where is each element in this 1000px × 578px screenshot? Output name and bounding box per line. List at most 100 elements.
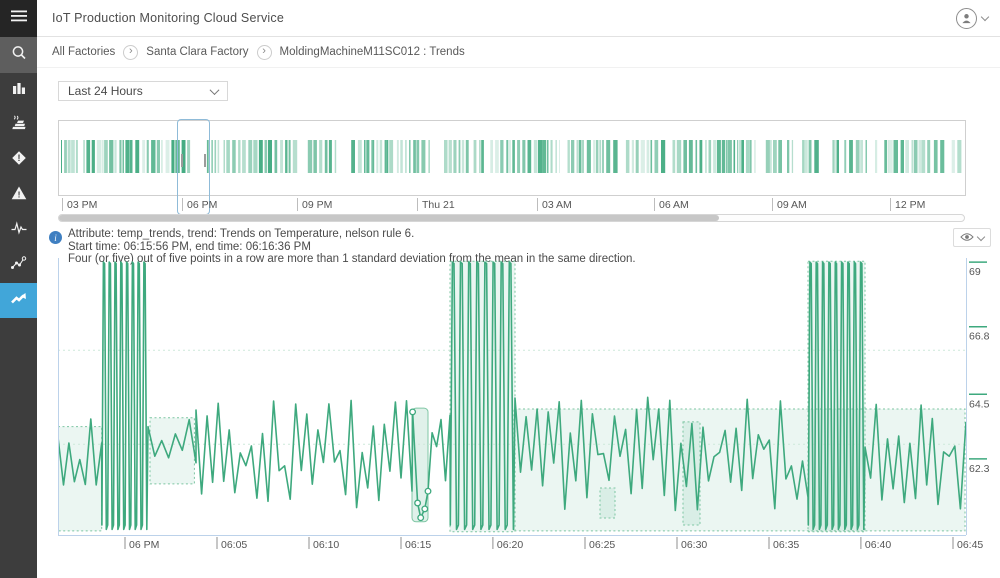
breadcrumb-santa-clara-factory[interactable]: Santa Clara Factory — [146, 46, 249, 58]
x-axis-label: 06:15 — [405, 539, 431, 551]
timeline-bar — [533, 140, 538, 173]
timeline-bar — [223, 140, 225, 173]
timeline-bar — [313, 140, 317, 173]
breadcrumb-all-factories[interactable]: All Factories — [52, 46, 116, 58]
timeline-bar — [957, 140, 962, 173]
y-axis-label: 66.8 — [969, 331, 990, 343]
menu-button[interactable] — [0, 0, 37, 37]
anomaly-info-line1: Attribute: temp_trends, trend: Trends on… — [68, 228, 415, 240]
timeline-bar — [695, 140, 698, 173]
timeline-bar — [773, 140, 777, 173]
sidebar-item-search[interactable] — [0, 37, 37, 73]
sidebar-item-quality[interactable]: ! — [0, 143, 37, 178]
x-axis-label: 06:30 — [681, 539, 707, 551]
timeline-bar — [559, 140, 560, 173]
x-axis-label: 06:05 — [221, 539, 247, 551]
timeline-bar — [579, 140, 582, 173]
timeline-bar — [884, 140, 888, 173]
timeline-bar — [849, 140, 853, 173]
timeline-bar — [122, 140, 124, 173]
timeline-bar — [517, 140, 521, 173]
sidebar-item-machines[interactable] — [0, 108, 37, 143]
timeline-bar — [550, 140, 553, 173]
timeline-bar — [64, 140, 67, 173]
timeline-bar — [379, 140, 383, 173]
timeline-bar — [581, 140, 584, 173]
timeline-bar — [791, 140, 794, 173]
timeline-bar — [593, 140, 595, 173]
svg-text:!: ! — [17, 190, 20, 200]
timeline-bar — [444, 140, 448, 173]
timeline-bar — [741, 140, 744, 173]
timeline-bar — [865, 140, 867, 173]
timeline-scrollbar[interactable] — [58, 214, 965, 222]
timeline-bar — [802, 140, 805, 173]
timeline-bar — [364, 140, 366, 173]
sidebar-item-analytics[interactable] — [0, 73, 37, 108]
timeline-bar — [727, 140, 732, 173]
y-axis-label: 62.3 — [969, 463, 990, 475]
timeline-bar — [214, 140, 217, 173]
overview-timeline — [58, 119, 966, 215]
timeline-bar — [384, 140, 387, 173]
chevron-down-icon — [976, 232, 986, 241]
selection-left-handle[interactable] — [181, 154, 183, 167]
selection-right-handle[interactable] — [204, 154, 206, 167]
info-icon: i — [49, 231, 62, 244]
x-axis-label: 06:40 — [865, 539, 891, 551]
breadcrumb-separator-icon — [256, 44, 272, 60]
timeline-bar — [749, 140, 752, 173]
timeline-bar — [91, 140, 95, 173]
timeline-bar — [921, 140, 926, 173]
timeline-bar — [708, 140, 712, 173]
timeline-bar — [280, 140, 283, 173]
sidebar-item-signals[interactable] — [0, 213, 37, 248]
timeline-axis: 03 PM 06 PM 09 PM Thu 21 03 AM 06 AM 09 AM 12 P… — [58, 198, 966, 214]
timeline-bar — [640, 140, 645, 173]
timeline-axis-label: Thu 21 — [422, 199, 455, 211]
timeline-bar — [248, 140, 253, 173]
timeline-bar — [161, 140, 163, 173]
timeline-bar — [542, 140, 547, 173]
trend-chart-svg: 69 66.8 64.5 62.3 06 PM 06:05 06:10 06:15 06:20 0… — [57, 258, 990, 551]
timeline-bar — [537, 140, 543, 173]
timeline-bar — [805, 140, 808, 173]
timeline-bar — [500, 140, 504, 173]
timeline-bar — [927, 140, 931, 173]
timeline-bar — [267, 140, 272, 173]
sidebar-item-trends[interactable] — [0, 283, 37, 318]
timeline-bar — [372, 140, 375, 173]
timeline-bar — [171, 140, 175, 173]
timeline-bar — [142, 140, 146, 173]
sidebar-item-alerts[interactable]: ! — [0, 178, 37, 213]
timeline-bar — [860, 140, 863, 173]
trend-arrow-icon — [9, 289, 28, 313]
timeline-bar — [258, 140, 263, 173]
time-range-select[interactable]: Last 24 Hours — [58, 81, 228, 101]
timeline-bar — [104, 140, 108, 173]
timeline-axis-label: 06 AM — [659, 199, 689, 211]
user-menu-button[interactable] — [956, 7, 990, 29]
timeline-bar — [288, 140, 291, 173]
search-icon — [10, 44, 28, 67]
y-axis-label: 69 — [969, 266, 981, 278]
sidebar-item-correlations[interactable] — [0, 248, 37, 283]
timeline-bar — [713, 140, 717, 173]
timeline-axis-tick — [62, 198, 63, 211]
timeline-bar — [453, 140, 457, 173]
bar-chart-icon — [10, 79, 28, 102]
timeline-bar — [125, 140, 130, 173]
timeline-bar — [165, 140, 170, 173]
anomaly-point-marker — [409, 408, 417, 416]
timeline-bar — [465, 140, 469, 173]
timeline-bar — [86, 140, 91, 173]
user-avatar-icon — [956, 7, 977, 29]
timeline-bar — [242, 140, 246, 173]
timeline-bar — [654, 140, 659, 173]
timeline-scrollbar-thumb[interactable] — [59, 215, 719, 221]
timeline-bar — [307, 140, 313, 173]
timeline-bar — [888, 140, 890, 173]
timeline-bar — [527, 140, 532, 173]
visibility-dropdown-button[interactable] — [953, 228, 991, 247]
